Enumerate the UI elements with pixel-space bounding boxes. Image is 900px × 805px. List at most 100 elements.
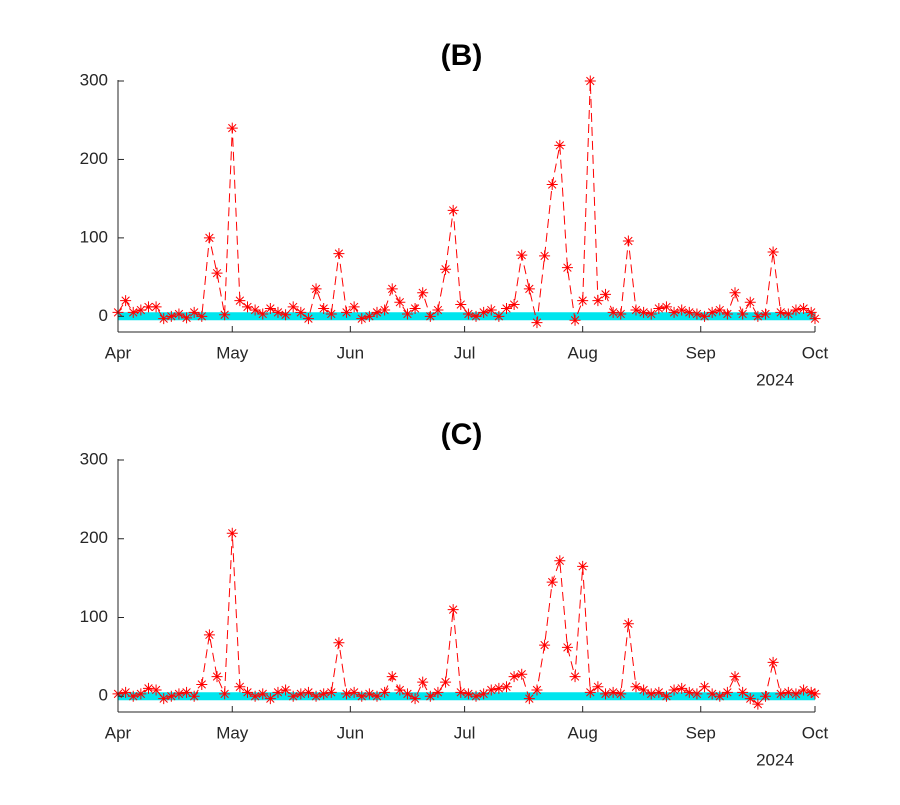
y-tick-label: 300 (80, 70, 108, 89)
marker (379, 686, 391, 698)
marker (737, 686, 749, 698)
marker (622, 235, 634, 247)
marker (356, 690, 368, 702)
marker (203, 629, 215, 641)
marker (676, 682, 688, 694)
panel: (B) 0 100 200 300 Apr May Jun Jul Aug Sep Oct 2024 (80, 39, 829, 390)
marker (554, 555, 566, 567)
marker (539, 250, 551, 262)
marker (630, 304, 642, 316)
marker (615, 308, 627, 320)
marker (356, 313, 368, 325)
marker (287, 301, 299, 313)
marker (523, 693, 535, 705)
marker (158, 693, 170, 705)
marker (683, 686, 695, 698)
marker (645, 688, 657, 700)
marker (683, 306, 695, 318)
marker (782, 308, 794, 320)
marker (577, 295, 589, 307)
marker (142, 682, 154, 694)
marker (401, 308, 413, 320)
marker (333, 637, 345, 649)
marker (272, 306, 284, 318)
marker (257, 688, 269, 700)
marker (531, 684, 543, 696)
marker (653, 302, 665, 314)
marker (546, 576, 558, 588)
marker (721, 686, 733, 698)
marker (363, 310, 375, 322)
marker (264, 302, 276, 314)
marker (615, 688, 627, 700)
marker (493, 682, 505, 694)
x-tick-label: Apr (105, 723, 132, 742)
marker (577, 560, 589, 572)
marker (348, 301, 360, 313)
marker (280, 684, 292, 696)
marker (371, 306, 383, 318)
marker (310, 283, 322, 295)
x-tick-label: Sep (686, 343, 716, 362)
marker (607, 306, 619, 318)
marker (165, 690, 177, 702)
marker (257, 308, 269, 320)
marker (188, 690, 200, 702)
marker (219, 688, 231, 700)
y-tick-label: 100 (80, 227, 108, 246)
marker (744, 693, 756, 705)
marker (409, 302, 421, 314)
marker (798, 302, 810, 314)
marker (241, 301, 253, 313)
marker (569, 671, 581, 683)
marker (638, 306, 650, 318)
data-line (117, 80, 816, 323)
marker (561, 262, 573, 274)
chart-title: (C) (441, 418, 483, 451)
marker (508, 671, 520, 683)
marker (150, 301, 162, 313)
marker (440, 676, 452, 688)
marker (600, 688, 612, 700)
marker (211, 267, 223, 279)
marker (759, 308, 771, 320)
marker (752, 310, 764, 322)
marker (584, 686, 596, 698)
marker (485, 684, 497, 696)
marker (371, 690, 383, 702)
marker (805, 686, 817, 698)
marker (790, 304, 802, 316)
marker (241, 686, 253, 698)
marker (417, 676, 429, 688)
x-tick-label: Jul (454, 723, 476, 742)
marker (417, 287, 429, 299)
marker (561, 641, 573, 653)
marker (706, 688, 718, 700)
marker (348, 686, 360, 698)
marker (440, 263, 452, 275)
marker (325, 308, 337, 320)
marker (523, 283, 535, 295)
marker (478, 306, 490, 318)
y-tick-label: 300 (80, 449, 108, 468)
marker (432, 686, 444, 698)
marker (706, 306, 718, 318)
marker (691, 308, 703, 320)
x-tick-label: Aug (568, 343, 598, 362)
marker (135, 688, 147, 700)
x-tick-label: Jun (337, 343, 364, 362)
marker (196, 310, 208, 322)
marker (363, 688, 375, 700)
marker (302, 313, 314, 325)
marker (120, 295, 132, 307)
marker (546, 179, 558, 191)
marker (485, 304, 497, 316)
marker (432, 304, 444, 316)
marker (234, 295, 246, 307)
marker (226, 527, 238, 539)
marker (668, 684, 680, 696)
marker (462, 308, 474, 320)
marker (173, 688, 185, 700)
marker (569, 314, 581, 326)
marker (211, 671, 223, 683)
